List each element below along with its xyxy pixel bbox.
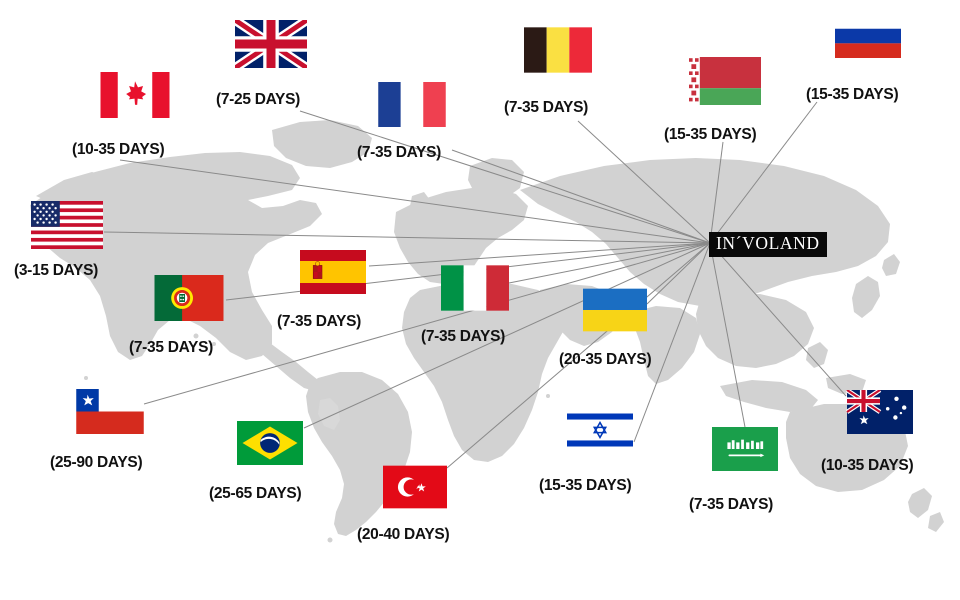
delivery-label-belgium: (7-35 DAYS) [504,99,588,116]
delivery-label-ukraine: (20-35 DAYS) [559,351,652,368]
delivery-label-australia: (10-35 DAYS) [821,457,914,474]
route-line-france [451,149,711,244]
flag-italy-icon [441,265,509,311]
flag-united-states-icon [30,201,104,249]
route-line-russia [709,101,818,244]
flag-ukraine-icon [583,288,647,332]
route-line-spain [368,242,711,267]
route-line-australia [709,242,847,397]
route-line-canada [119,159,711,244]
route-line-united-kingdom [299,110,711,244]
route-line-united-states [103,231,711,244]
flag-belgium-icon [524,26,592,74]
delivery-label-chile: (25-90 DAYS) [50,454,143,471]
flag-brazil-icon [236,421,304,465]
flag-australia-icon [846,390,914,434]
route-line-italy [508,242,711,284]
delivery-label-united-kingdom: (7-25 DAYS) [216,91,300,108]
flag-belarus-icon [687,57,763,105]
delivery-label-brazil: (25-65 DAYS) [209,485,302,502]
route-line-ukraine [646,242,711,305]
flag-russia-icon [834,14,902,58]
route-line-belarus [709,141,724,244]
delivery-label-saudi-arabia: (7-35 DAYS) [689,496,773,513]
delivery-label-canada: (10-35 DAYS) [72,141,165,158]
delivery-label-israel: (15-35 DAYS) [539,477,632,494]
delivery-label-turkey: (20-40 DAYS) [357,526,450,543]
delivery-label-portugal: (7-35 DAYS) [129,339,213,356]
route-line-israel [633,242,711,443]
route-line-saudi-arabia [709,242,746,428]
flag-turkey-icon [383,465,447,509]
flag-chile-icon [76,389,144,434]
delivery-label-italy: (7-35 DAYS) [421,328,505,345]
delivery-label-belarus: (15-35 DAYS) [664,126,757,143]
flag-saudi-arabia-icon [712,427,778,471]
flag-canada-icon [99,72,171,118]
delivery-label-united-states: (3-15 DAYS) [14,262,98,279]
brand-logo-involand: IN´VOLAND [709,232,827,257]
delivery-label-france: (7-35 DAYS) [357,144,441,161]
flag-portugal-icon [152,275,226,321]
delivery-label-russia: (15-35 DAYS) [806,86,899,103]
flag-spain-icon [297,250,369,294]
delivery-label-spain: (7-35 DAYS) [277,313,361,330]
flag-israel-icon [566,408,634,452]
flag-france-icon [376,82,448,127]
flag-united-kingdom-icon [235,20,307,68]
